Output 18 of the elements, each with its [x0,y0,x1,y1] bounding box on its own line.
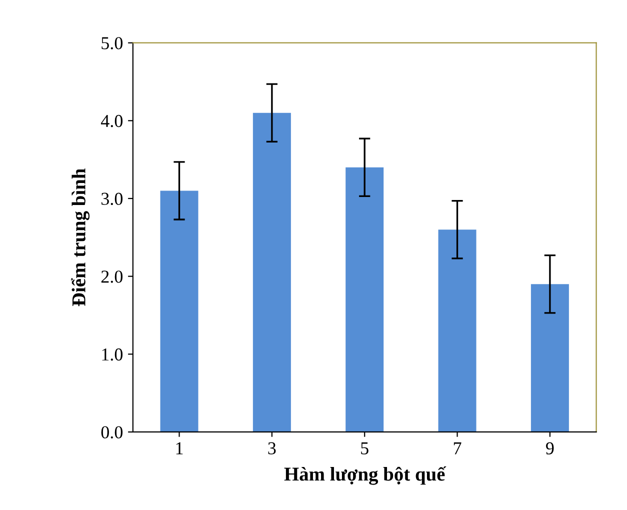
y-tick-label: 4.0 [100,114,123,128]
x-tick-label: 5 [361,442,368,454]
y-tick-label: 0.0 [101,426,123,438]
y-tick-label: 1.0 [102,348,123,361]
x-axis-title: Hàm lượng bột quế [284,466,446,485]
bar [252,112,291,432]
x-tick-label: 9 [546,442,554,454]
bar [346,167,384,432]
y-tick-label: 2.0 [101,270,123,283]
y-tick-label: 3.0 [101,192,123,206]
x-tick-label: 1 [176,442,183,454]
bar [530,284,569,432]
y-axis-title: Điểm trung bình [71,168,90,306]
bar [438,230,476,432]
x-tick-label: 7 [454,442,462,454]
y-tick-label: 5.0 [102,37,123,50]
bar [160,190,198,432]
x-tick-label: 3 [268,442,276,454]
